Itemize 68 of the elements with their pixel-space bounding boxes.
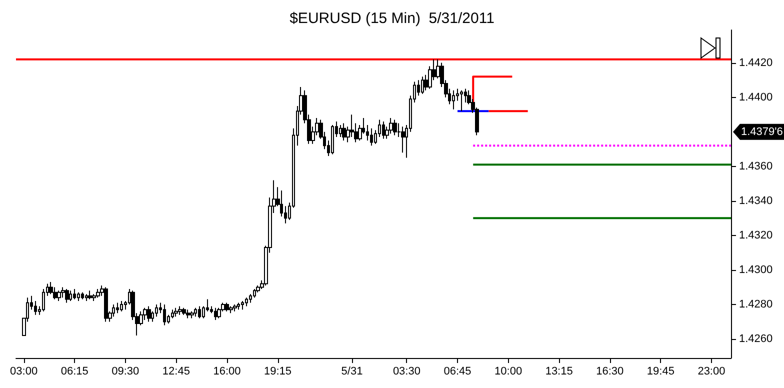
- chart-title: $EURUSD (15 Min) 5/31/2011: [290, 10, 494, 27]
- candlestick: [116, 302, 119, 314]
- candlestick: [401, 126, 405, 154]
- candlestick: [214, 307, 217, 321]
- y-tick-label: 1.4320: [739, 229, 773, 242]
- y-tick-label: 1.4260: [739, 333, 773, 346]
- candlestick: [245, 297, 248, 307]
- candlestick: [57, 290, 61, 302]
- candlestick: [174, 307, 178, 318]
- candlestick: [182, 307, 186, 316]
- candlestick: [225, 302, 229, 312]
- x-tick-label: 03:00: [10, 366, 38, 378]
- candlestick: [393, 119, 397, 136]
- candlestick: [104, 286, 108, 322]
- x-tick-label: 16:00: [213, 366, 241, 378]
- candlestick: [77, 292, 80, 302]
- candlestick: [42, 288, 45, 312]
- candlestick: [382, 120, 385, 140]
- candlestick: [120, 300, 123, 312]
- x-tick-label: 12:45: [162, 366, 190, 378]
- x-tick-label: 23:00: [698, 366, 726, 378]
- x-tick-label: 09:30: [112, 366, 140, 378]
- candlestick: [186, 309, 190, 319]
- candlestick: [112, 304, 115, 318]
- candlestick: [73, 288, 76, 300]
- candlestick: [143, 307, 147, 321]
- x-tick-label: 03:30: [392, 366, 420, 378]
- y-tick-label: 1.4340: [739, 194, 773, 207]
- candlestick: [421, 76, 424, 94]
- x-tick-label: 06:15: [60, 366, 88, 378]
- candlestick: [96, 288, 100, 298]
- candlestick: [233, 304, 237, 312]
- candlestick: [190, 310, 194, 319]
- candlestick: [237, 302, 240, 310]
- x-tick-label: 13:15: [545, 366, 573, 378]
- x-tick-label: 16:30: [596, 366, 624, 378]
- candlestick: [155, 304, 158, 318]
- y-tick-label: 1.4360: [739, 160, 773, 172]
- candlestick: [229, 306, 233, 314]
- x-tick-label: 19:45: [646, 366, 674, 378]
- candlestick: [217, 307, 221, 319]
- candlestick: [350, 114, 354, 138]
- candlestick: [339, 124, 342, 138]
- candlestick: [178, 306, 182, 316]
- candlestick: [88, 290, 92, 300]
- candlestick: [85, 294, 88, 302]
- y-tick-label: 1.4400: [739, 91, 773, 104]
- candlestick: [370, 128, 373, 146]
- x-tick-label: 10:00: [494, 366, 522, 378]
- x-tick-label: 06:45: [444, 366, 472, 378]
- y-tick-label: 1.4300: [739, 264, 773, 276]
- candlestick: [460, 90, 463, 112]
- candlestick: [331, 124, 334, 155]
- candlestick: [198, 306, 201, 319]
- candlestick: [163, 304, 166, 326]
- candlestick: [81, 292, 84, 300]
- x-tick-label: 5/31: [341, 366, 363, 378]
- y-tick-label: 1.4280: [739, 298, 773, 310]
- candlestick: [65, 288, 69, 304]
- candlestick: [452, 90, 455, 110]
- x-tick-label: 19:15: [264, 366, 292, 378]
- candlestick: [342, 122, 346, 141]
- candlestick: [69, 290, 72, 302]
- text: 1.4379'6: [741, 126, 783, 138]
- candlestick: [194, 307, 197, 318]
- y-tick-label: 1.4420: [739, 56, 773, 69]
- candlestick: [241, 300, 244, 310]
- candlestick: [147, 306, 151, 322]
